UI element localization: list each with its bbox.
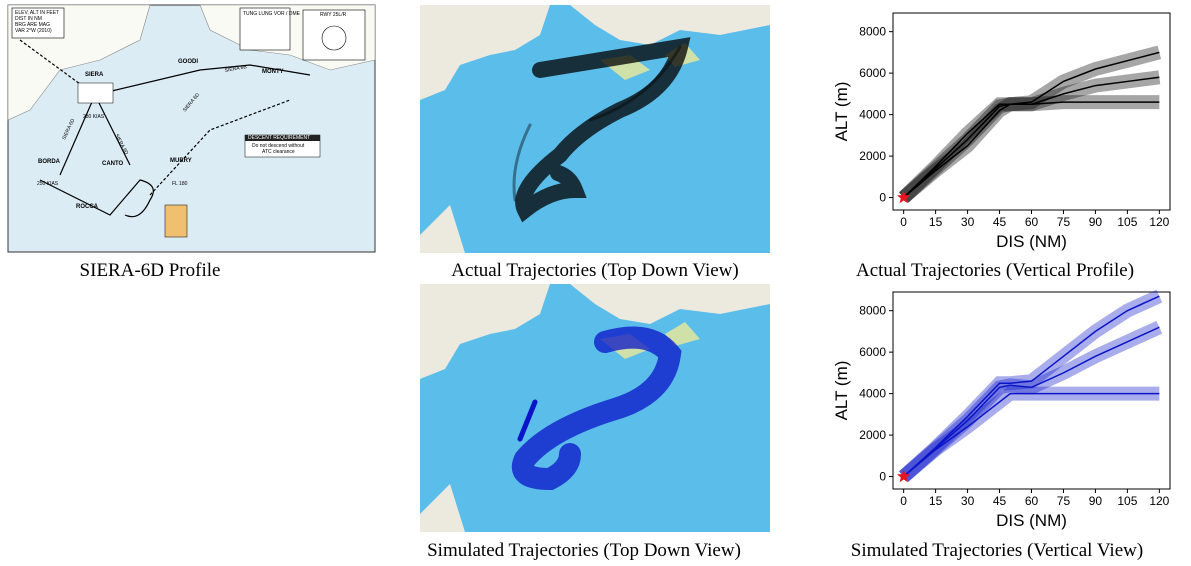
- start-marker: [896, 190, 911, 204]
- waypoint: CANTO: [102, 161, 124, 167]
- trajectory: [903, 76, 1160, 199]
- caption: Simulated Trajectories (Top Down View): [427, 540, 741, 561]
- map-simulated: [420, 284, 770, 532]
- note: BRG ARE MAG: [15, 22, 50, 28]
- x-tick-label: 105: [1117, 215, 1137, 229]
- navaid-box: [239, 7, 291, 51]
- waypoint: ROCCA: [76, 204, 99, 210]
- box-text: ATC clearance: [262, 149, 295, 155]
- y-tick-label: 6000: [859, 345, 886, 359]
- speed-label: FL 180: [172, 181, 188, 187]
- start-marker: [896, 469, 911, 483]
- y-tick-label: 2000: [859, 428, 886, 442]
- trajectory: [903, 295, 1160, 478]
- y-tick-label: 0: [879, 470, 886, 484]
- waypoint: BORDA: [38, 159, 61, 165]
- x-tick-label: 0: [900, 215, 907, 229]
- map-actual: [420, 5, 770, 253]
- y-tick-label: 4000: [859, 108, 886, 122]
- trajectory: [903, 392, 1160, 478]
- note: DIST IN NM: [15, 16, 42, 22]
- maps: [420, 5, 770, 532]
- x-tick-label: 0: [900, 494, 907, 508]
- vertical-profile-chart: 0 15 30 45 60 75 90 105 120 0 2000 4000 6000 8000 DIS …: [832, 289, 1171, 530]
- x-tick-label: 15: [929, 215, 943, 229]
- y-axis-label: ALT (m): [832, 82, 851, 142]
- waypoint: SIERA: [85, 72, 104, 78]
- caption: Actual Trajectories (Top Down View): [451, 260, 738, 281]
- contour-legend: [164, 204, 188, 238]
- note: ELEV, ALT IN FEET: [15, 10, 59, 16]
- caption: Actual Trajectories (Vertical Profile): [856, 260, 1134, 281]
- note: VAR 2°W (2010): [15, 28, 52, 34]
- waypoint: MURRY: [170, 158, 192, 164]
- navaid: TUNG LUNG VOR / DME: [243, 11, 301, 17]
- caption: Simulated Trajectories (Vertical View): [851, 540, 1143, 561]
- x-tick-label: 45: [993, 215, 1007, 229]
- speed-label: 250 KIAS: [37, 181, 59, 187]
- msa-circle: [321, 25, 347, 51]
- x-tick-label: 75: [1057, 215, 1071, 229]
- y-tick-label: 8000: [859, 25, 886, 39]
- plot-area: [892, 12, 1171, 211]
- speed-label: 280 KIAS: [83, 114, 105, 120]
- x-axis-label: DIS (NM): [996, 511, 1067, 530]
- waypoint: MONTY: [262, 69, 284, 75]
- procedure-chart: ELEV, ALT IN FEET DIST IN NM BRG ARE MAG…: [7, 4, 376, 253]
- y-axis-label: ALT (m): [832, 361, 851, 421]
- plot-area: [892, 291, 1171, 490]
- box-text: Do not descend without: [252, 143, 305, 149]
- box-title: DESCENT REQUIREMENT: [248, 135, 310, 141]
- y-tick-label: 0: [879, 191, 886, 205]
- x-tick-label: 60: [1025, 494, 1039, 508]
- runway-box: [302, 9, 366, 61]
- caption: SIERA-6D Profile: [80, 260, 221, 281]
- x-tick-label: 15: [929, 494, 943, 508]
- y-tick-label: 8000: [859, 304, 886, 318]
- waypoint: GOODI: [178, 59, 198, 65]
- vertical-profile-chart: 0 15 30 45 60 75 90 105 120 0 2000 4000 6000 8000 DIS …: [832, 12, 1171, 251]
- trajectory: [903, 51, 1160, 199]
- x-tick-label: 30: [961, 215, 975, 229]
- x-tick-label: 90: [1089, 494, 1103, 508]
- x-tick-label: 60: [1025, 215, 1039, 229]
- x-tick-label: 75: [1057, 494, 1071, 508]
- x-tick-label: 90: [1089, 215, 1103, 229]
- route-label: SIERA 6B: [224, 64, 248, 74]
- trajectory: [903, 326, 1160, 478]
- y-tick-label: 6000: [859, 66, 886, 80]
- x-tick-label: 30: [961, 494, 975, 508]
- x-tick-label: 120: [1149, 215, 1169, 229]
- x-tick-label: 45: [993, 494, 1007, 508]
- runway: RWY 25L/R: [320, 12, 347, 18]
- x-tick-label: 105: [1117, 494, 1137, 508]
- y-tick-label: 4000: [859, 387, 886, 401]
- route: [39, 64, 311, 218]
- notes-box: [11, 7, 65, 39]
- x-axis-label: DIS (NM): [996, 232, 1067, 251]
- x-tick-label: 120: [1149, 494, 1169, 508]
- y-tick-label: 2000: [859, 149, 886, 163]
